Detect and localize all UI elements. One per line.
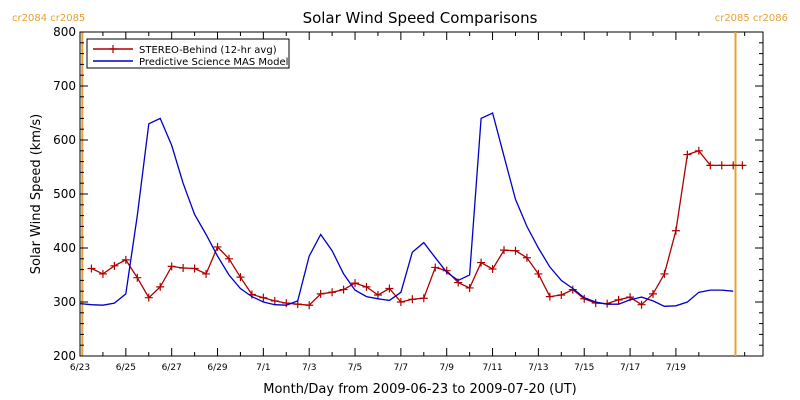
series-point	[729, 161, 738, 170]
series-point	[465, 283, 474, 292]
series-point	[568, 285, 577, 294]
x-tick-label: 7/1	[256, 363, 270, 373]
y-axis-title: Solar Wind Speed (km/s)	[29, 114, 44, 274]
series-point	[408, 295, 417, 304]
series-point	[167, 262, 176, 271]
series-point	[133, 273, 142, 282]
series-point	[373, 290, 382, 299]
x-tick-label: 7/3	[302, 363, 316, 373]
y-tick-label-200: 200	[53, 349, 76, 363]
series-point	[98, 269, 107, 278]
carrington-label-0: cr2084 cr2085	[12, 13, 85, 24]
series-point	[339, 285, 348, 294]
series-point	[213, 242, 222, 251]
carrington-label-1: cr2085 cr2086	[715, 13, 788, 24]
y-tick-label-600: 600	[53, 133, 76, 147]
series-point	[316, 289, 325, 298]
series-point	[637, 300, 646, 309]
series-point	[419, 294, 428, 303]
series-point	[396, 298, 405, 306]
series-point	[717, 161, 726, 170]
series-point	[477, 258, 486, 267]
series-line-1	[79, 112, 734, 307]
series-point	[614, 295, 623, 304]
x-tick-label: 6/27	[162, 363, 182, 373]
series-point	[557, 290, 566, 299]
series-point	[144, 293, 153, 302]
series-point	[202, 269, 211, 278]
series-point	[511, 246, 520, 255]
series-point	[738, 161, 747, 170]
series-point	[385, 284, 394, 293]
plot-frame	[79, 31, 764, 357]
series-point	[305, 301, 314, 310]
x-tick-label: 7/15	[574, 363, 594, 373]
series-point	[362, 282, 371, 291]
x-tick-label: 7/17	[620, 363, 640, 373]
series-point	[236, 273, 245, 282]
series-point	[87, 264, 96, 273]
legend-box	[86, 38, 290, 69]
legend: STEREO-Behind (12-hr avg)Predictive Scie…	[86, 38, 290, 69]
series-lines	[79, 112, 747, 310]
x-tick-label: 7/7	[394, 363, 408, 373]
series-point	[351, 279, 360, 288]
x-tick-label: 7/13	[528, 363, 548, 373]
x-axis: 6/23 6/25 6/27 6/29 7/1 7/3 7/5 7/7 7/9 7/11 7/13 7…	[70, 32, 746, 373]
series-point	[706, 161, 715, 170]
series-point	[488, 265, 497, 274]
series-point	[683, 150, 692, 159]
series-point	[179, 263, 188, 272]
series-point	[190, 264, 199, 273]
y-tick-label-500: 500	[53, 187, 76, 201]
series-point	[110, 261, 119, 270]
y-tick-label-400: 400	[53, 241, 76, 255]
series-point	[534, 269, 543, 278]
x-tick-label: 7/5	[348, 363, 362, 373]
y-axis: 200 300 400 500 600 700 800	[53, 25, 763, 363]
series-point	[328, 288, 337, 297]
x-tick-label: 6/29	[207, 363, 227, 373]
series-point	[431, 263, 440, 272]
series-point	[156, 282, 165, 291]
series-point	[442, 266, 451, 275]
x-tick-label: 7/9	[439, 363, 454, 373]
chart-title: Solar Wind Speed Comparisons	[303, 9, 538, 27]
series-point	[660, 269, 669, 278]
series-line-0	[91, 150, 743, 306]
legend-marker-0	[109, 45, 117, 53]
series-point	[500, 246, 509, 255]
y-tick-label-300: 300	[53, 295, 76, 309]
y-tick-label-800: 800	[53, 25, 76, 39]
series-point	[259, 293, 268, 302]
legend-label-0: STEREO-Behind (12-hr avg)	[139, 45, 277, 56]
series-point	[545, 292, 554, 301]
series-point	[224, 254, 233, 263]
series-point	[694, 146, 703, 155]
series-point	[282, 299, 291, 308]
series-point	[121, 255, 130, 264]
series-point	[671, 226, 680, 235]
x-axis-title: Month/Day from 2009-06-23 to 2009-07-20 …	[263, 382, 576, 397]
y-tick-label-700: 700	[53, 79, 76, 93]
x-tick-label: 7/11	[482, 363, 502, 373]
legend-label-1: Predictive Science MAS Model	[139, 57, 288, 68]
series-point	[648, 289, 657, 298]
series-point	[522, 253, 531, 262]
x-tick-label: 7/19	[666, 363, 686, 373]
x-tick-label: 6/25	[116, 363, 136, 373]
series-point	[270, 296, 279, 305]
x-tick-label: 6/23	[70, 363, 90, 373]
